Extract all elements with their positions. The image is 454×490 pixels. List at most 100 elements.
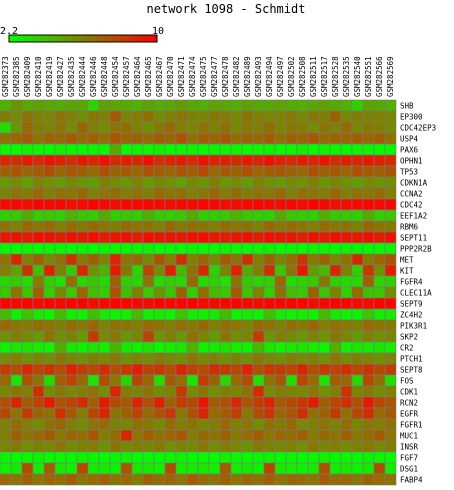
heatmap-cell	[175, 231, 188, 244]
heatmap-cell	[21, 374, 34, 387]
heatmap-cell	[362, 253, 375, 266]
heatmap-cell	[54, 231, 67, 244]
heatmap-cell	[87, 99, 100, 112]
heatmap-cell	[186, 352, 199, 365]
heatmap-cell	[296, 374, 309, 387]
heatmap-cell	[373, 418, 386, 431]
heatmap-cell	[197, 319, 210, 332]
row-label: PIK3R1	[400, 322, 427, 331]
heatmap-cell	[252, 341, 265, 354]
heatmap-cell	[307, 363, 320, 376]
heatmap-cell	[65, 297, 78, 310]
heatmap-cell	[43, 396, 56, 409]
heatmap-cell	[197, 110, 210, 123]
heatmap-cell	[230, 143, 243, 156]
column-label: GSM282419	[45, 56, 54, 97]
heatmap-cell	[0, 121, 12, 134]
heatmap-cell	[65, 209, 78, 222]
heatmap-cell	[87, 374, 100, 387]
heatmap-cell	[373, 440, 386, 453]
heatmap-cell	[285, 198, 298, 211]
heatmap-cell	[241, 352, 254, 365]
heatmap-cell	[362, 330, 375, 343]
heatmap-cell	[307, 451, 320, 464]
heatmap-cell	[32, 286, 45, 299]
heatmap-cell	[0, 451, 12, 464]
heatmap-cell	[0, 154, 12, 167]
heatmap-cell	[219, 396, 232, 409]
heatmap-cell	[351, 121, 364, 134]
heatmap-cell	[230, 286, 243, 299]
heatmap-cell	[329, 385, 342, 398]
heatmap-cell	[241, 110, 254, 123]
row-label: ZC4H2	[400, 311, 423, 320]
heatmap-cell	[296, 396, 309, 409]
heatmap-cell	[351, 99, 364, 112]
heatmap-cell	[43, 341, 56, 354]
heatmap-cell	[252, 308, 265, 321]
heatmap-cell	[87, 396, 100, 409]
heatmap-cell	[21, 363, 34, 376]
heatmap-cell	[285, 363, 298, 376]
heatmap-cell	[263, 132, 276, 145]
heatmap-cell	[10, 429, 23, 442]
heatmap-cell	[219, 143, 232, 156]
heatmap-cell	[186, 242, 199, 255]
heatmap-cell	[318, 363, 331, 376]
heatmap-cell	[208, 429, 221, 442]
row-label: FGFR4	[400, 278, 423, 287]
heatmap-cell	[362, 352, 375, 365]
heatmap-cell	[197, 231, 210, 244]
heatmap-cell	[54, 451, 67, 464]
heatmap-cell	[351, 275, 364, 288]
heatmap-cell	[219, 121, 232, 134]
heatmap-cell	[241, 220, 254, 233]
heatmap-cell	[219, 231, 232, 244]
heatmap-cell	[65, 154, 78, 167]
heatmap-cell	[65, 253, 78, 266]
heatmap-cell	[153, 297, 166, 310]
heatmap-cell	[76, 220, 89, 233]
heatmap-cell	[208, 154, 221, 167]
heatmap-cell	[120, 253, 133, 266]
row-label: SEPT8	[400, 366, 423, 375]
heatmap-cell	[373, 220, 386, 233]
heatmap-cell	[54, 429, 67, 442]
heatmap-cell	[296, 176, 309, 189]
heatmap-cell	[10, 275, 23, 288]
heatmap-cell	[0, 198, 12, 211]
heatmap-cell	[142, 396, 155, 409]
heatmap-cell	[230, 209, 243, 222]
heatmap-cell	[175, 440, 188, 453]
heatmap-cell	[384, 132, 397, 145]
heatmap-cell	[362, 429, 375, 442]
heatmap-cell	[351, 209, 364, 222]
heatmap-cell	[208, 297, 221, 310]
heatmap-cell	[241, 363, 254, 376]
heatmap-cell	[274, 165, 287, 178]
heatmap-cell	[10, 154, 23, 167]
heatmap-cell	[241, 165, 254, 178]
heatmap-cell	[98, 363, 111, 376]
heatmap-cell	[285, 462, 298, 475]
heatmap-cell	[32, 451, 45, 464]
heatmap-cell	[241, 286, 254, 299]
heatmap-cell	[43, 418, 56, 431]
heatmap-cell	[197, 473, 210, 486]
heatmap-cell	[219, 165, 232, 178]
heatmap-cell	[274, 220, 287, 233]
heatmap-cell	[76, 319, 89, 332]
heatmap-cell	[362, 341, 375, 354]
heatmap-cell	[285, 308, 298, 321]
heatmap-cell	[296, 341, 309, 354]
heatmap-cell	[307, 209, 320, 222]
heatmap-cell	[373, 176, 386, 189]
heatmap-cell	[109, 440, 122, 453]
heatmap-cell	[197, 242, 210, 255]
heatmap-cell	[263, 374, 276, 387]
heatmap-cell	[197, 429, 210, 442]
heatmap-cell	[54, 396, 67, 409]
heatmap-cell	[285, 407, 298, 420]
heatmap-cell	[32, 473, 45, 486]
heatmap-cell	[252, 187, 265, 200]
